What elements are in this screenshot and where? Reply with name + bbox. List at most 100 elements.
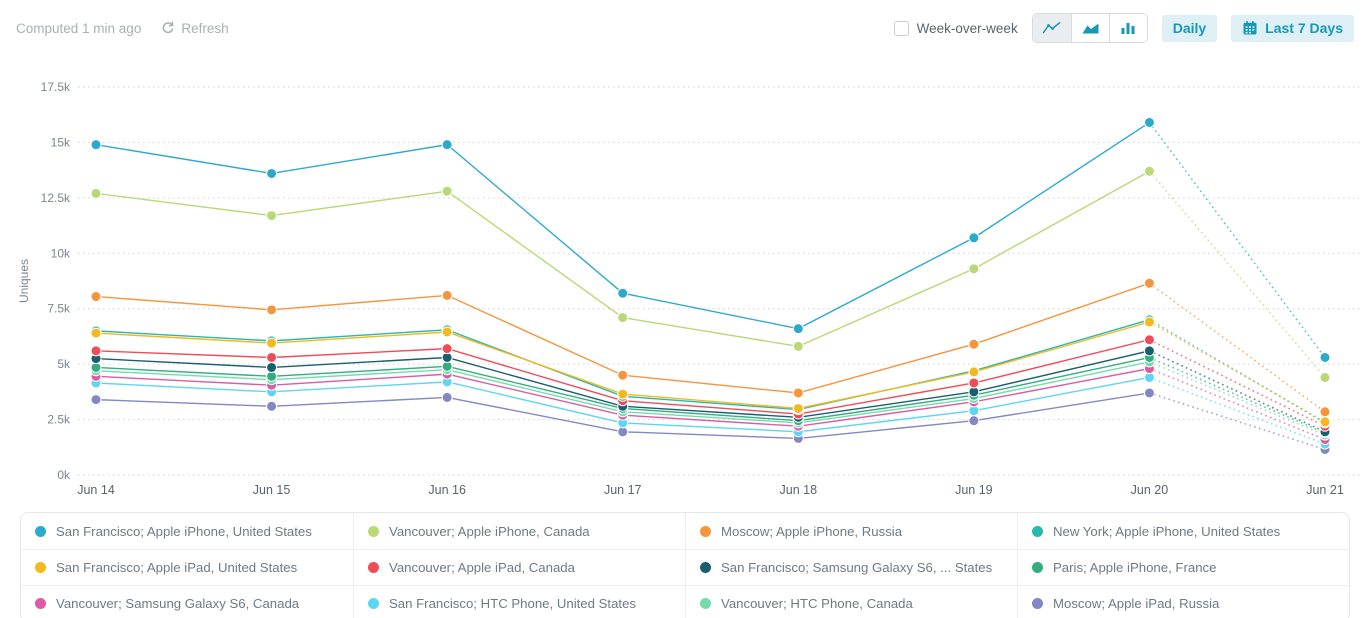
data-point[interactable]	[792, 323, 804, 335]
data-point[interactable]	[1319, 416, 1331, 428]
data-point[interactable]	[266, 351, 278, 363]
data-point[interactable]	[1143, 316, 1155, 328]
data-point[interactable]	[968, 232, 980, 244]
data-point[interactable]	[441, 289, 453, 301]
data-point[interactable]	[441, 391, 453, 403]
refresh-button[interactable]: Refresh	[159, 20, 229, 36]
legend-item-label: Paris; Apple iPhone, France	[1053, 560, 1217, 575]
series-line-projected	[1148, 170, 1326, 378]
legend-item[interactable]: San Francisco; HTC Phone, United States	[353, 585, 685, 618]
x-tick-label: Jun 15	[253, 483, 291, 497]
data-point[interactable]	[792, 387, 804, 399]
data-point[interactable]	[1143, 334, 1155, 346]
line-chart-icon	[1042, 22, 1061, 34]
x-tick-label: Jun 20	[1131, 483, 1169, 497]
refresh-label: Refresh	[181, 20, 229, 36]
granularity-button[interactable]: Daily	[1161, 14, 1218, 42]
data-point[interactable]	[266, 167, 278, 179]
data-point[interactable]	[1143, 165, 1155, 177]
data-point[interactable]	[968, 263, 980, 275]
legend-item[interactable]: Vancouver; Apple iPhone, Canada	[353, 513, 685, 549]
data-point[interactable]	[1143, 387, 1155, 399]
week-over-week-toggle[interactable]: Week-over-week	[893, 20, 1018, 36]
data-point[interactable]	[1319, 351, 1331, 363]
legend-item[interactable]: San Francisco; Apple iPad, United States	[21, 549, 353, 585]
line-chart: 17.5k 15k 12.5k 10k 7.5k 5k 2.5k 0k Uniques Jun 1…	[17, 80, 1362, 497]
date-range-label: Last 7 Days	[1265, 20, 1343, 36]
data-point[interactable]	[1143, 277, 1155, 289]
series-color-dot	[35, 525, 46, 537]
y-tick-label: 15k	[51, 135, 71, 149]
data-point[interactable]	[266, 304, 278, 316]
data-point[interactable]	[617, 312, 629, 324]
y-tick-label: 12.5k	[41, 191, 71, 205]
x-tick-label: Jun 16	[428, 483, 466, 497]
legend-item-label: Vancouver; Apple iPad, Canada	[389, 560, 575, 575]
data-point[interactable]	[441, 343, 453, 355]
data-point[interactable]	[90, 327, 102, 339]
data-point[interactable]	[266, 337, 278, 349]
legend-item-label: San Francisco; Apple iPad, United States	[56, 560, 298, 575]
data-point[interactable]	[90, 187, 102, 199]
data-point[interactable]	[617, 388, 629, 400]
data-point[interactable]	[90, 394, 102, 406]
data-point[interactable]	[266, 400, 278, 412]
data-point[interactable]	[617, 287, 629, 299]
data-point[interactable]	[1143, 345, 1155, 357]
legend-item-label: Moscow; Apple iPhone, Russia	[721, 523, 903, 539]
data-point[interactable]	[90, 345, 102, 357]
series-line-projected	[1149, 376, 1326, 445]
legend-item[interactable]: Vancouver; Apple iPad, Canada	[353, 549, 685, 585]
data-point[interactable]	[968, 366, 980, 378]
series-color-dot	[1032, 598, 1043, 609]
data-point[interactable]	[968, 338, 980, 350]
data-point[interactable]	[441, 326, 453, 338]
data-point[interactable]	[1319, 371, 1331, 383]
area-chart-icon	[1082, 23, 1099, 34]
legend-item-label: Vancouver; HTC Phone, Canada	[721, 596, 913, 611]
week-over-week-checkbox[interactable]	[893, 20, 909, 36]
series-line-projected	[1149, 361, 1326, 436]
data-point[interactable]	[90, 291, 102, 303]
toolbar: Computed 1 min ago Refresh Week-over-wee…	[0, 0, 1370, 56]
x-tick-label: Jun 18	[780, 483, 818, 497]
date-range-button[interactable]: Last 7 Days	[1231, 14, 1354, 42]
data-point[interactable]	[90, 139, 102, 151]
x-tick-label: Jun 14	[77, 483, 115, 497]
line-chart-type-button[interactable]	[1032, 14, 1071, 42]
series-color-dot	[700, 598, 711, 609]
data-point[interactable]	[266, 210, 278, 222]
legend-item[interactable]: San Francisco; Samsung Galaxy S6, ... St…	[685, 549, 1017, 585]
legend-item[interactable]: New York; Apple iPhone, United States	[1017, 513, 1349, 549]
chart-type-switcher	[1031, 13, 1148, 43]
data-point[interactable]	[617, 369, 629, 381]
legend-item[interactable]: San Francisco; Apple iPhone, United Stat…	[21, 513, 353, 549]
area-chart-type-button[interactable]	[1070, 14, 1109, 42]
data-point[interactable]	[792, 340, 804, 352]
data-point[interactable]	[441, 185, 453, 197]
series-line-projected	[1149, 339, 1326, 427]
legend-item-label: Vancouver; Apple iPhone, Canada	[389, 523, 590, 539]
bar-chart-type-button[interactable]	[1108, 14, 1147, 42]
legend-item[interactable]: Paris; Apple iPhone, France	[1017, 549, 1349, 585]
data-point[interactable]	[1319, 406, 1331, 418]
data-point[interactable]	[1143, 116, 1155, 128]
legend-item[interactable]: Moscow; Apple iPhone, Russia	[685, 513, 1017, 549]
series-line-projected	[1149, 350, 1326, 433]
series-color-dot	[35, 598, 46, 609]
data-point[interactable]	[441, 139, 453, 151]
series-color-dot	[700, 525, 711, 537]
y-tick-label: 17.5k	[41, 80, 71, 94]
legend-item-label: San Francisco; HTC Phone, United States	[389, 596, 637, 611]
data-point[interactable]	[968, 377, 980, 389]
series-color-dot	[368, 525, 379, 537]
legend-item[interactable]: Moscow; Apple iPad, Russia	[1017, 585, 1349, 618]
data-point[interactable]	[968, 415, 980, 427]
legend-item-label: San Francisco; Samsung Galaxy S6, ... St…	[721, 560, 993, 575]
legend-item[interactable]: Vancouver; Samsung Galaxy S6, Canada	[21, 585, 353, 618]
data-point[interactable]	[792, 402, 804, 414]
legend-item[interactable]: Vancouver; HTC Phone, Canada	[685, 585, 1017, 618]
series-color-dot	[700, 562, 711, 573]
data-point[interactable]	[266, 361, 278, 373]
